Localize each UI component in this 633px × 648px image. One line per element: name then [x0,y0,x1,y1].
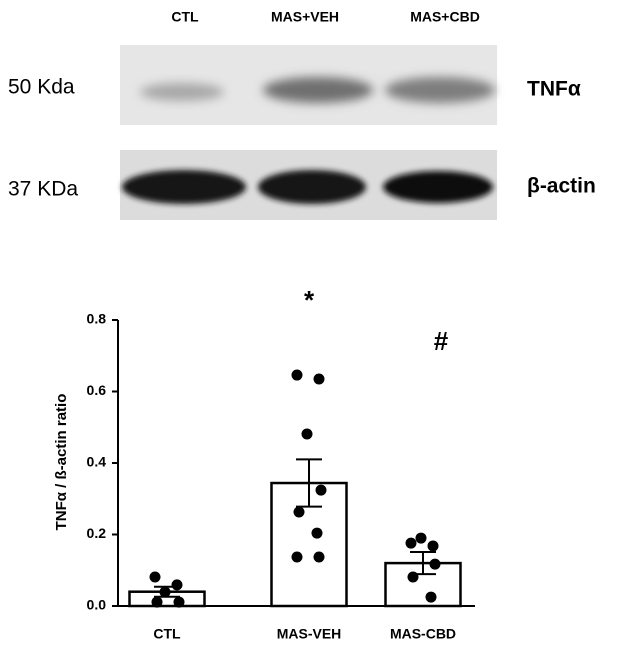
band [385,77,495,103]
data-point [291,369,303,381]
western-blot: CTL MAS+VEH MAS+CBD 50 Kda 37 KDa TNFα β… [8,9,596,220]
x-tick-label: MAS-CBD [390,626,456,642]
data-point [159,586,171,598]
y-tick-label: 0.2 [87,525,107,541]
annotation: * [304,285,315,315]
y-tick-label: 0.4 [87,454,107,470]
data-point [405,537,417,549]
lane-label: MAS+VEH [271,9,339,25]
y-tick-label: 0.0 [87,597,107,613]
x-tick-label: MAS-VEH [277,626,342,642]
data-point [315,484,327,496]
band [383,171,493,203]
y-tick-label: 0.6 [87,382,107,398]
data-point [151,596,163,608]
data-point [293,506,305,518]
annotation: # [434,326,449,356]
data-point [313,551,325,563]
protein-label: TNFα [527,78,581,101]
size-label: 37 KDa [8,178,78,201]
data-point [173,596,185,608]
data-point [171,579,183,591]
y-tick-label: 0.8 [87,311,107,327]
data-point [429,558,441,570]
band [263,77,373,103]
data-point [313,373,325,385]
band [122,170,246,204]
data-point [415,532,427,544]
protein-label: β-actin [527,175,596,198]
data-point [407,571,419,583]
size-label: 50 Kda [8,76,75,99]
data-point [425,591,437,603]
data-point [427,540,439,552]
data-point [311,527,323,539]
lane-label: MAS+CBD [410,9,480,25]
band [140,83,224,101]
lane-label: CTL [171,9,199,25]
x-tick-label: CTL [153,626,181,642]
error-bar [296,458,322,508]
data-point [291,551,303,563]
y-axis-label: TNFα / ß-actin ratio [53,394,70,531]
data-point [149,571,161,583]
band [258,170,366,204]
data-point [301,428,313,440]
